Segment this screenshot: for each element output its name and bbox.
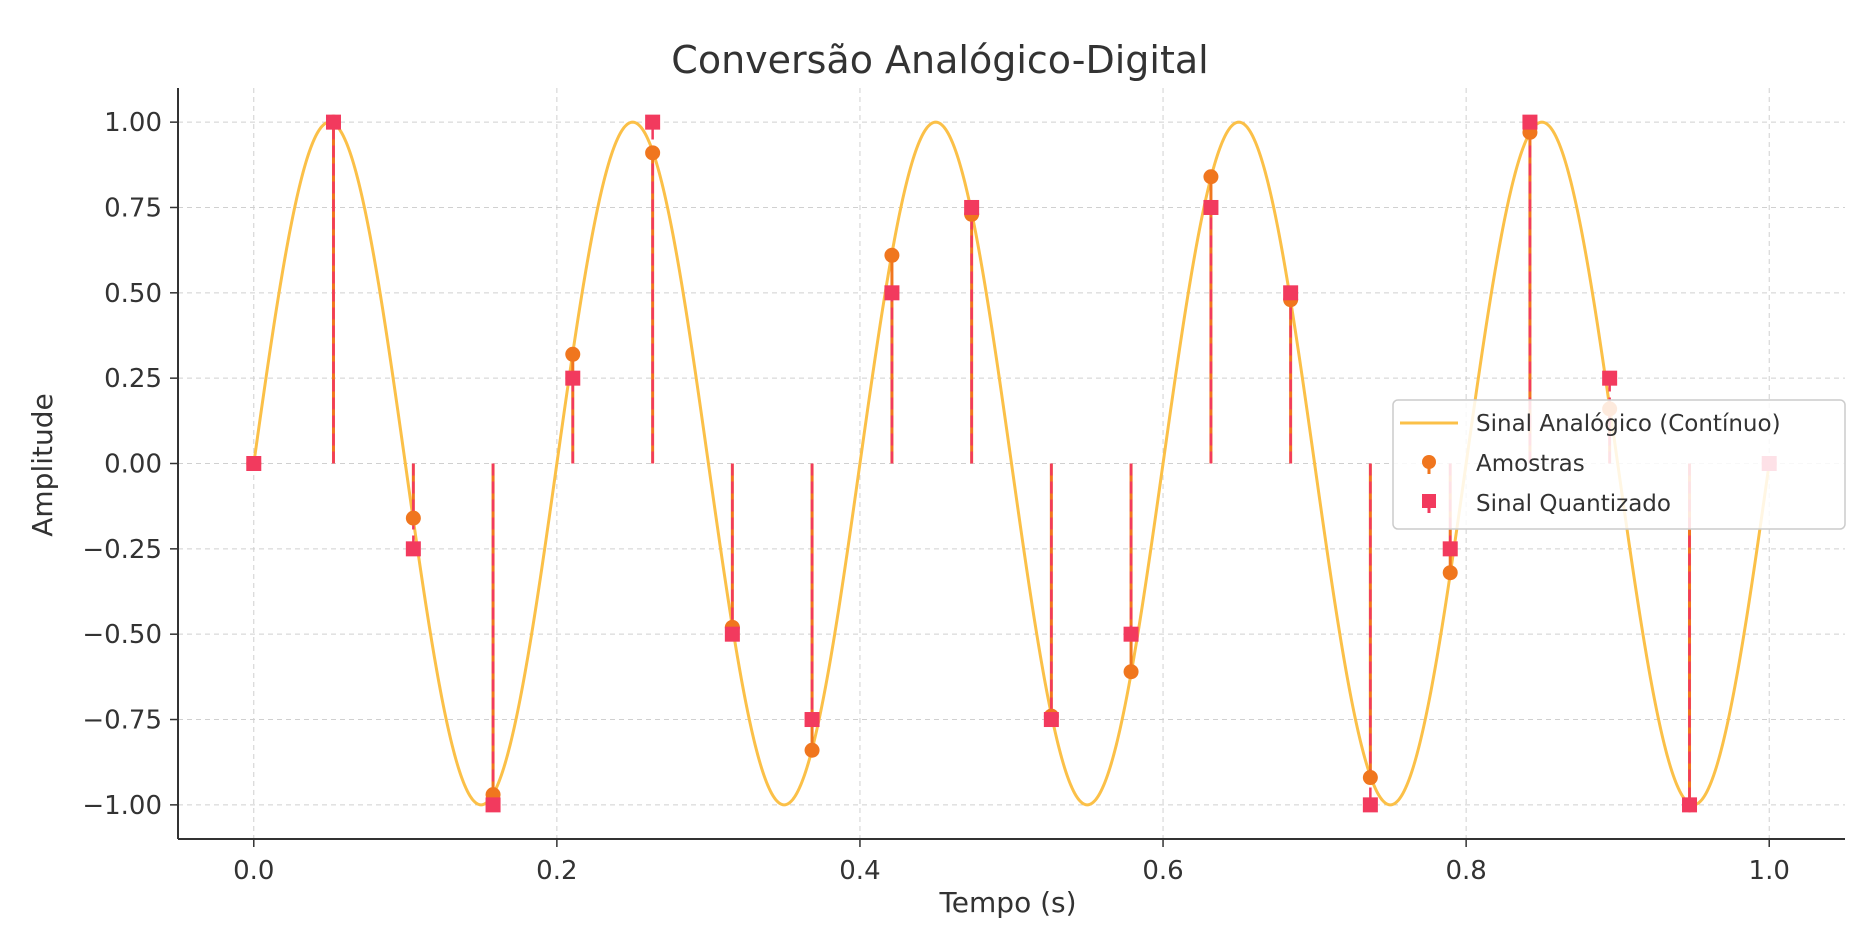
sample-point bbox=[1362, 770, 1378, 786]
legend-analog-label: Sinal Analógico (Contínuo) bbox=[1476, 411, 1781, 437]
x-tick-label: 0.0 bbox=[233, 856, 274, 886]
analog-signal-line bbox=[252, 120, 1771, 807]
quantized-point bbox=[246, 456, 262, 471]
y-tick-label: 0.00 bbox=[104, 450, 162, 480]
x-tick-label: 0.6 bbox=[1142, 856, 1183, 886]
y-tick-label: 0.25 bbox=[104, 364, 162, 394]
sample-point bbox=[565, 346, 581, 362]
sample-point bbox=[804, 742, 820, 758]
x-axis-label: Tempo (s) bbox=[938, 886, 1076, 919]
quantized-point bbox=[485, 797, 501, 813]
legend-quantized-label: Sinal Quantizado bbox=[1476, 491, 1671, 517]
quantized-point bbox=[645, 114, 661, 130]
quantized-point bbox=[565, 370, 581, 386]
quantized-point bbox=[1682, 797, 1698, 813]
x-tick-label: 0.2 bbox=[536, 856, 577, 886]
y-tick-label: −0.25 bbox=[82, 535, 162, 565]
quantized-point bbox=[884, 285, 900, 301]
legend-samples-marker bbox=[1422, 455, 1436, 469]
sample-point bbox=[884, 247, 900, 263]
x-tick-label: 0.4 bbox=[839, 856, 880, 886]
quantized-point bbox=[724, 626, 740, 642]
y-tick-label: 0.50 bbox=[104, 279, 162, 309]
legend-quantized-marker bbox=[1422, 494, 1436, 508]
chart-title: Conversão Analógico-Digital bbox=[671, 38, 1208, 82]
quantized-point bbox=[804, 712, 820, 728]
sample-point bbox=[405, 510, 421, 526]
quantized-point bbox=[1522, 114, 1538, 130]
y-tick-label: −0.75 bbox=[82, 706, 162, 736]
sample-point bbox=[1123, 664, 1139, 680]
y-axis-label: Amplitude bbox=[26, 393, 59, 537]
y-ticks: 1.00 0.75 0.50 0.25 0.00 −0.25 −0.50 −0.75 −1.00 bbox=[82, 108, 178, 821]
quantized-point bbox=[405, 541, 421, 557]
legend: Sinal Analógico (Contínuo) Amostras Sina… bbox=[1392, 399, 1846, 530]
analog-signal-layer bbox=[252, 120, 1771, 807]
quantized-point bbox=[325, 114, 341, 130]
x-tick-label: 0.8 bbox=[1445, 856, 1486, 886]
legend-samples-label: Amostras bbox=[1476, 451, 1585, 477]
y-tick-label: 0.75 bbox=[104, 193, 162, 223]
quantized-point bbox=[1203, 199, 1219, 215]
x-tick-label: 1.0 bbox=[1749, 856, 1790, 886]
quantized-point bbox=[1362, 797, 1378, 813]
legend-box bbox=[1392, 399, 1846, 530]
x-ticks: 0.0 0.2 0.4 0.6 0.8 1.0 bbox=[233, 839, 1790, 886]
quantized-point bbox=[1442, 541, 1458, 557]
sample-point bbox=[645, 145, 661, 161]
quantized-point bbox=[1043, 712, 1059, 728]
quantized-point bbox=[1283, 285, 1299, 301]
y-tick-label: −0.50 bbox=[82, 620, 162, 650]
quantized-point bbox=[1602, 370, 1618, 386]
quantized-layer bbox=[246, 114, 1777, 813]
y-tick-label: −1.00 bbox=[82, 791, 162, 821]
quantized-point bbox=[1123, 626, 1139, 642]
y-tick-label: 1.00 bbox=[104, 108, 162, 138]
quantized-point bbox=[964, 199, 980, 215]
sample-point bbox=[1203, 169, 1219, 185]
sample-point bbox=[1442, 565, 1458, 581]
